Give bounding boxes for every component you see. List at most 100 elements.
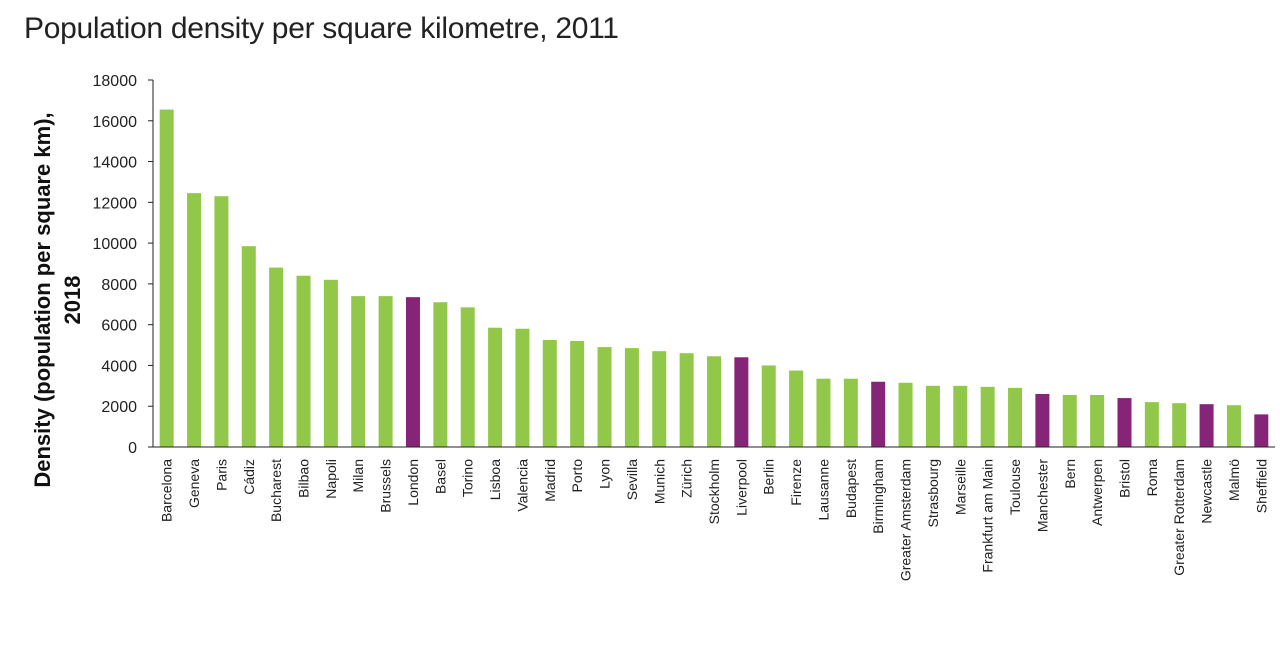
bar xyxy=(214,196,229,447)
y-axis-label-line-1: Density (population per square km), xyxy=(30,112,55,487)
x-category-label: Basel xyxy=(432,459,448,494)
x-category-label: Firenze xyxy=(788,459,804,506)
x-category-label: Antwerpen xyxy=(1089,459,1105,526)
bar xyxy=(296,275,311,447)
x-category-label: Milan xyxy=(350,459,366,492)
bar xyxy=(159,109,174,447)
chart-title: Population density per square kilometre,… xyxy=(24,12,619,45)
bar xyxy=(1062,395,1077,447)
bar xyxy=(652,351,667,447)
y-tick-label: 14000 xyxy=(93,155,138,172)
bar xyxy=(953,385,968,447)
y-tick-label: 4000 xyxy=(101,358,137,375)
bar xyxy=(378,296,393,447)
bar xyxy=(1090,395,1105,447)
bar xyxy=(1035,393,1050,447)
x-category-label: Madrid xyxy=(542,459,558,502)
x-category-label: Bucharest xyxy=(268,459,284,522)
bar xyxy=(761,365,776,447)
bar xyxy=(1254,414,1269,447)
bar xyxy=(925,385,940,447)
x-category-label: London xyxy=(405,459,421,506)
x-category-label: Valencia xyxy=(514,459,530,512)
bar xyxy=(1117,398,1132,447)
x-category-label: Berlin xyxy=(761,459,777,495)
bar xyxy=(1199,404,1214,447)
x-category-label: Greater Rotterdam xyxy=(1171,459,1187,576)
bar xyxy=(515,328,530,447)
x-category-label: Lisboa xyxy=(487,459,503,500)
bar xyxy=(1172,403,1187,447)
x-category-label: Marseille xyxy=(952,459,968,515)
x-category-label: Bern xyxy=(1062,459,1078,489)
x-category-label: Bristol xyxy=(1116,459,1132,498)
bar xyxy=(1008,387,1023,447)
y-tick-label: 16000 xyxy=(93,114,138,131)
bar xyxy=(405,297,420,447)
bar xyxy=(898,382,913,447)
bars xyxy=(159,109,1269,447)
x-category-label: Strasbourg xyxy=(925,459,941,527)
x-category-label: Lausanne xyxy=(815,459,831,521)
x-category-label: Roma xyxy=(1144,459,1160,497)
bar xyxy=(488,327,503,447)
bar xyxy=(734,357,749,447)
bar xyxy=(843,378,858,447)
x-category-label: Bilbao xyxy=(296,459,312,498)
y-tick-label: 12000 xyxy=(93,195,138,212)
x-category-label: Frankfurt am Main xyxy=(980,459,996,573)
bar xyxy=(323,279,338,447)
bar xyxy=(269,267,284,447)
x-category-label: Sheffield xyxy=(1253,459,1269,513)
x-category-label: Porto xyxy=(569,459,585,493)
y-tick-label: 8000 xyxy=(101,277,137,294)
bar xyxy=(679,353,694,447)
bar xyxy=(433,302,448,447)
x-axis-labels: Barcelona Geneva Paris Cádiz Bucharest Bilbao… xyxy=(159,459,1270,581)
x-category-label: Sevilla xyxy=(624,459,640,500)
x-category-label: Malmö xyxy=(1226,459,1242,501)
bar xyxy=(570,340,585,447)
x-category-label: Barcelona xyxy=(159,459,175,522)
x-category-label: Munich xyxy=(651,459,667,504)
y-tick-label: 6000 xyxy=(101,318,137,335)
x-category-label: Birmingham xyxy=(870,459,886,534)
x-category-label: Liverpool xyxy=(733,459,749,516)
x-category-label: Lyon xyxy=(597,459,613,489)
bar xyxy=(351,296,366,447)
y-tick-label: 2000 xyxy=(101,399,137,416)
bar xyxy=(707,356,721,447)
x-category-label: Cádiz xyxy=(241,459,257,495)
bar xyxy=(624,348,639,447)
bar xyxy=(597,347,612,447)
x-category-label: Torino xyxy=(460,459,476,497)
x-category-label: Toulouse xyxy=(1007,459,1023,515)
bar xyxy=(460,307,475,447)
x-category-label: Napoli xyxy=(323,459,339,499)
x-category-label: Brussels xyxy=(378,459,394,513)
x-category-label: Paris xyxy=(213,459,229,491)
bar xyxy=(241,246,256,447)
x-category-label: Newcastle xyxy=(1199,459,1215,524)
bar xyxy=(816,378,831,447)
y-tick-label: 18000 xyxy=(93,73,138,90)
bar xyxy=(1144,402,1159,447)
y-axis-ticks: 0 2000 4000 6000 8000 10000 12000 14000 16000 180… xyxy=(93,73,153,457)
bar xyxy=(789,370,804,447)
x-category-label: Geneva xyxy=(186,459,202,508)
x-category-label: Stockholm xyxy=(706,459,722,524)
y-axis-label: Density (population per square km), 2018 xyxy=(30,112,85,487)
bar xyxy=(542,339,557,447)
x-category-label: Greater Amsterdam xyxy=(898,459,914,581)
x-category-label: Zürich xyxy=(679,459,695,498)
x-category-label: Manchester xyxy=(1034,459,1050,532)
y-tick-label: 10000 xyxy=(93,236,138,253)
bar xyxy=(1226,405,1241,447)
x-category-label: Budapest xyxy=(843,459,859,518)
y-axis-label-line-2: 2018 xyxy=(60,276,85,325)
bar xyxy=(187,193,202,447)
bar xyxy=(980,386,995,447)
y-tick-label: 0 xyxy=(128,440,137,457)
bar xyxy=(871,381,886,447)
